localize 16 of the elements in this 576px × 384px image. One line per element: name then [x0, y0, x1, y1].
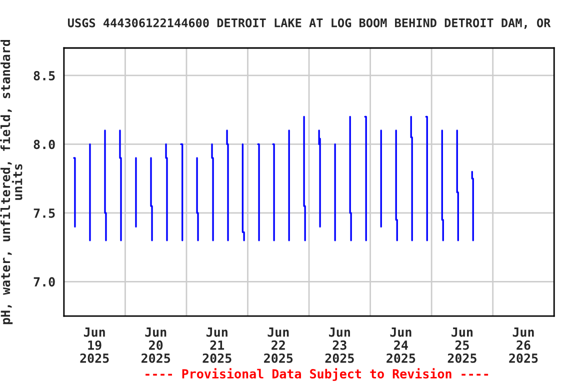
x-tick-label: Jun 20 2025 — [141, 328, 170, 363]
y-tick-label: 8.0 — [34, 140, 55, 150]
chart-title: USGS 444306122144600 DETROIT LAKE AT LOG BOOM BEHIND DETROIT DAM, OR — [68, 18, 551, 29]
x-tick-label: Jun 25 2025 — [448, 328, 476, 363]
x-tick-label: Jun 21 2025 — [202, 328, 232, 363]
y-tick-label: 7.5 — [34, 208, 55, 218]
x-tick-label: Jun 19 2025 — [80, 328, 109, 363]
y-axis-title: pH, water, unfiltered, field, standard units — [0, 40, 22, 324]
text: ---- Provisional Data Subject to Revision ---- — [146, 368, 488, 381]
x-tick-label: Jun 26 2025 — [509, 328, 538, 363]
line-series — [318, 130, 321, 228]
x-tick-label: Jun 23 2025 — [325, 328, 354, 363]
y-tick-label: 8.5 — [34, 70, 55, 80]
x-tick-label: Jun 24 2025 — [386, 328, 416, 363]
x-tick-label: Jun 22 2025 — [264, 328, 293, 363]
y-tick-label: 7.0 — [34, 277, 55, 287]
